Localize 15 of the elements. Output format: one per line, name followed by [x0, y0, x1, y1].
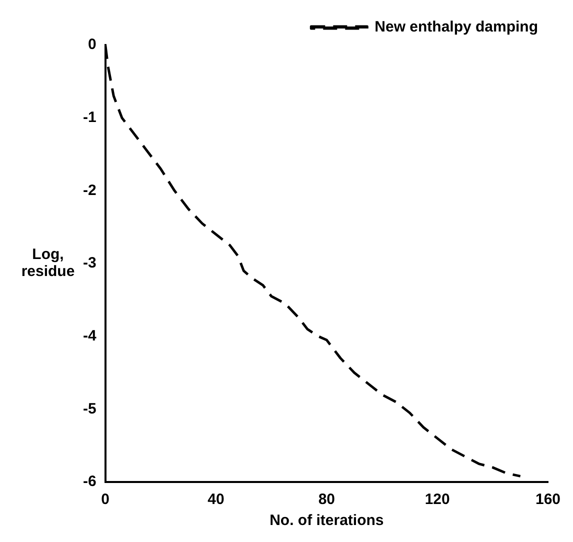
x-tick-label: 80	[318, 491, 336, 508]
x-tick-label: 120	[424, 491, 450, 508]
x-tick-label: 40	[208, 491, 224, 508]
x-tick-label: 0	[101, 491, 110, 508]
x-axis-title: No. of iterations	[270, 512, 384, 530]
y-tick-label: -5	[82, 400, 96, 418]
legend-label: New enthalpy damping	[374, 18, 538, 36]
y-tick-label: -1	[82, 108, 96, 126]
y-tick-label: -2	[82, 182, 96, 199]
x-tick-label: 160	[535, 491, 561, 508]
y-tick-label: -4	[82, 327, 97, 344]
y-axis-title: Log, residue	[21, 246, 75, 280]
y-tick-label: -6	[82, 473, 96, 490]
y-tick-label: -3	[82, 254, 96, 272]
y-tick-label: 0	[88, 36, 96, 54]
